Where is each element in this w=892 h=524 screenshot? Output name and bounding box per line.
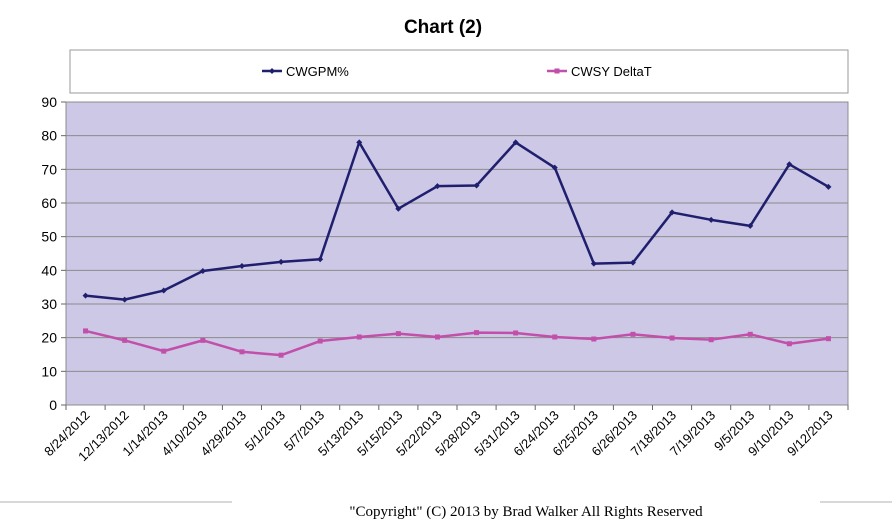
series-line bbox=[85, 141, 830, 301]
series-1 bbox=[82, 139, 832, 303]
data-point bbox=[356, 139, 363, 146]
data-point bbox=[708, 216, 715, 223]
legend-label: CWSY DeltaT bbox=[571, 64, 652, 79]
data-point bbox=[786, 341, 792, 347]
data-point bbox=[317, 338, 323, 344]
data-point bbox=[395, 331, 401, 337]
legend: CWGPM% CWSY DeltaT bbox=[262, 64, 652, 79]
y-axis-ticks: 0 10 20 30 40 50 60 70 80 90 bbox=[41, 94, 66, 413]
legend-box bbox=[69, 49, 849, 94]
legend-label: CWGPM% bbox=[286, 64, 349, 79]
data-point bbox=[82, 292, 89, 299]
data-point bbox=[629, 259, 636, 266]
data-point bbox=[747, 222, 754, 229]
data-point bbox=[512, 139, 519, 146]
data-point bbox=[122, 337, 128, 343]
data-point bbox=[160, 287, 167, 294]
data-point bbox=[199, 268, 206, 275]
plot-area bbox=[65, 101, 849, 406]
data-point bbox=[551, 164, 558, 171]
data-point bbox=[786, 161, 793, 168]
data-point bbox=[630, 331, 636, 337]
y-tick-label: 30 bbox=[41, 296, 57, 312]
data-point bbox=[825, 183, 832, 190]
y-tick-label: 90 bbox=[41, 94, 57, 110]
data-point bbox=[317, 256, 324, 263]
data-point bbox=[200, 337, 206, 343]
chart-title: Chart (2) bbox=[404, 17, 482, 38]
data-point bbox=[395, 205, 402, 212]
data-point bbox=[356, 334, 362, 340]
data-point bbox=[474, 330, 480, 336]
data-point bbox=[669, 335, 675, 341]
data-point bbox=[708, 337, 714, 343]
series-2 bbox=[83, 328, 831, 358]
data-point bbox=[513, 330, 519, 336]
data-point bbox=[83, 328, 89, 334]
y-tick-label: 20 bbox=[41, 330, 57, 346]
series-line bbox=[85, 329, 829, 357]
x-axis-ticks: 8/24/201212/13/20121/14/20134/10/20134/2… bbox=[41, 405, 849, 464]
data-point bbox=[434, 334, 440, 340]
y-tick-label: 60 bbox=[41, 195, 57, 211]
data-point bbox=[434, 183, 441, 190]
data-point bbox=[552, 334, 558, 340]
x-tick-label: 5/1/2013 bbox=[242, 408, 288, 454]
data-point bbox=[278, 352, 284, 358]
data-point bbox=[278, 258, 285, 265]
data-point bbox=[239, 349, 245, 355]
data-point bbox=[473, 182, 480, 189]
y-tick-label: 50 bbox=[41, 229, 57, 245]
y-tick-label: 0 bbox=[49, 397, 57, 413]
y-tick-label: 80 bbox=[41, 128, 57, 144]
legend-marker bbox=[554, 68, 560, 74]
data-point bbox=[591, 336, 597, 342]
y-tick-label: 10 bbox=[41, 363, 57, 379]
data-point bbox=[590, 260, 597, 267]
data-point bbox=[238, 262, 245, 269]
y-tick-label: 70 bbox=[41, 161, 57, 177]
y-tick-label: 40 bbox=[41, 262, 57, 278]
data-point bbox=[669, 209, 676, 216]
data-point bbox=[825, 336, 831, 342]
data-point bbox=[121, 296, 128, 303]
gridlines bbox=[66, 135, 848, 372]
data-point bbox=[747, 331, 753, 337]
legend-marker bbox=[269, 68, 275, 74]
data-point bbox=[161, 348, 167, 354]
copyright-text: "Copyright" (C) 2013 by Brad Walker All … bbox=[349, 504, 703, 520]
series-layer bbox=[82, 139, 832, 358]
